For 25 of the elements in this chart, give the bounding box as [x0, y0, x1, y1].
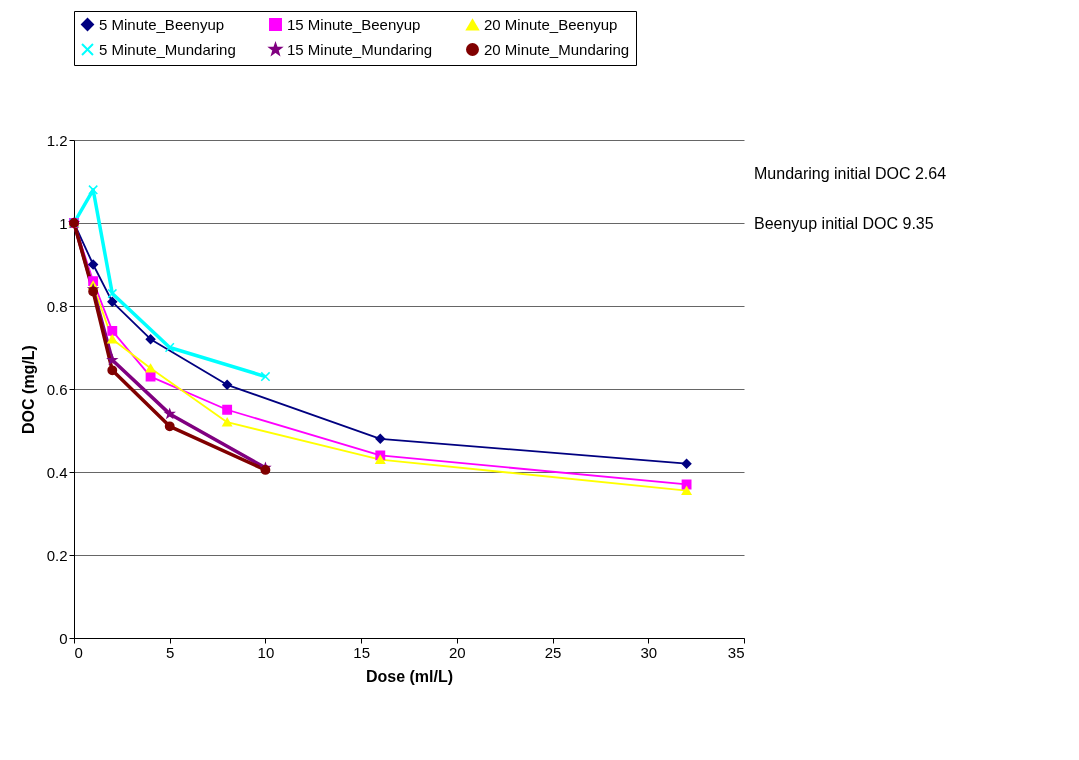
y-tick-label: 0.4 [46, 463, 68, 481]
x-tick-label: 35 [727, 643, 745, 661]
y-tick-label: 0.6 [46, 380, 68, 398]
x-tick-label: 10 [257, 643, 275, 661]
x-tick-label: 20 [449, 643, 466, 661]
x-tick-label: 15 [353, 643, 370, 661]
text: Beenyup initial DOC 9.35 [754, 215, 934, 232]
text: Mundaring initial DOC 2.64 [754, 165, 947, 182]
x-tick-label: 25 [544, 643, 562, 661]
y-tick-label: 0 [59, 629, 68, 647]
x-tick-label: 0 [74, 643, 83, 661]
legend-label: 5 Minute_Mundaring [99, 40, 236, 58]
legend-label: 5 Minute_Beenyup [99, 15, 225, 33]
x-tick-label: 30 [640, 643, 658, 661]
legend-label: 20 Minute_Mundaring [484, 40, 630, 58]
y-axis-title: DOC (mg/L) [19, 345, 37, 434]
x-tick-label: 5 [166, 643, 175, 661]
x-axis-title: Dose (ml/L) [365, 667, 454, 685]
legend-label: 15 Minute_Beenyup [287, 15, 421, 33]
y-tick-label: 0.8 [46, 297, 68, 315]
legend-label: 15 Minute_Mundaring [287, 40, 433, 58]
y-tick-label: 0.2 [46, 546, 68, 564]
y-tick-label: 1.2 [46, 131, 68, 149]
y-tick-label: 1 [59, 214, 68, 232]
legend-label: 20 Minute_Beenyup [484, 15, 618, 33]
